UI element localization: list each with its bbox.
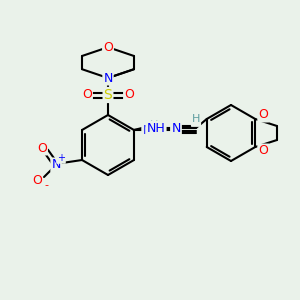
- Text: O: O: [103, 41, 113, 54]
- Text: H: H: [192, 114, 200, 124]
- Text: O: O: [82, 88, 92, 101]
- Text: NH: NH: [147, 122, 165, 136]
- Text: N: N: [51, 158, 61, 172]
- Text: O: O: [258, 145, 268, 158]
- Text: O: O: [32, 173, 42, 187]
- Text: N: N: [142, 124, 152, 136]
- Text: N: N: [103, 71, 113, 85]
- Text: O: O: [37, 142, 47, 154]
- Text: H: H: [192, 116, 200, 126]
- Text: O: O: [258, 109, 268, 122]
- Text: H: H: [150, 120, 158, 130]
- Text: NH: NH: [147, 122, 165, 134]
- Text: S: S: [103, 88, 112, 102]
- Text: O: O: [124, 88, 134, 101]
- Text: N: N: [171, 122, 181, 134]
- Text: -: -: [44, 180, 48, 190]
- Text: N: N: [171, 124, 181, 136]
- Text: +: +: [57, 153, 65, 163]
